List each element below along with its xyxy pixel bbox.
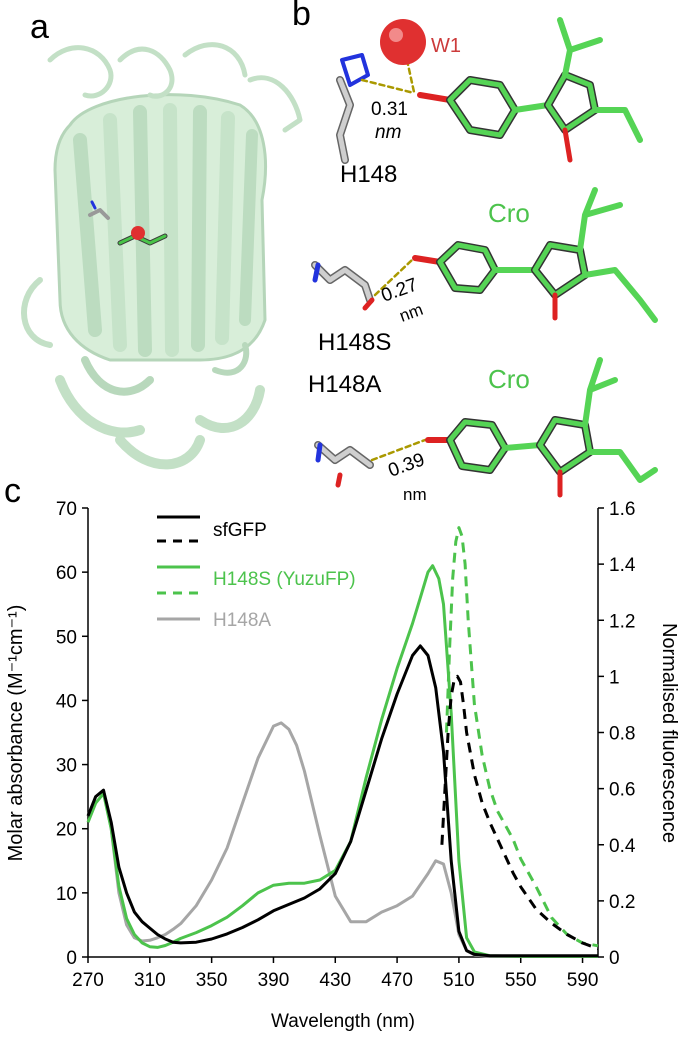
y-axis-left-title: Molar absorbance (M⁻¹cm⁻¹) bbox=[5, 605, 27, 862]
series-line-h148s_abs bbox=[86, 564, 598, 958]
distance-2-unit: nm bbox=[397, 300, 426, 326]
legend: sfGFP H148S (YuzuFP) H148A bbox=[157, 515, 356, 631]
residue-h148a-label: H148A bbox=[308, 371, 381, 398]
y-left-tick-label: 40 bbox=[56, 691, 77, 712]
x-tick-label: 390 bbox=[258, 970, 290, 991]
y-right-tick-label: 1.4 bbox=[609, 555, 636, 576]
y-axis-right-title: Normalised fluorescence bbox=[658, 623, 680, 843]
y-right-tick-label: 0.2 bbox=[609, 892, 635, 913]
distance-1-value: 0.31 bbox=[371, 99, 408, 120]
spectra-chart: 270 310 350 390 430 470 510 550 590 010203040506… bbox=[5, 499, 680, 1032]
y-right-tick-label: 0.8 bbox=[609, 724, 635, 745]
x-tick-label: 270 bbox=[72, 970, 104, 991]
y-right-tick-label: 1 bbox=[609, 667, 620, 688]
series-line-sfgfp_abs bbox=[86, 644, 598, 958]
structure-sfgfp bbox=[336, 17, 643, 164]
y-right-tick-label: 1.6 bbox=[609, 499, 635, 520]
x-tick-label: 430 bbox=[319, 970, 351, 991]
water-w1 bbox=[380, 19, 426, 65]
series-line-h148a_abs bbox=[86, 721, 598, 958]
x-tick-label: 510 bbox=[443, 970, 475, 991]
series-line-sfgfp_fl bbox=[440, 674, 599, 951]
x-tick-label: 310 bbox=[134, 970, 166, 991]
y-right-tick-label: 1.2 bbox=[609, 611, 635, 632]
y-right-tick-label: 0.6 bbox=[609, 780, 635, 801]
series-line-h148s_fl bbox=[445, 526, 599, 948]
residue-h148-label: H148 bbox=[340, 161, 397, 188]
x-tick-label: 470 bbox=[381, 970, 413, 991]
water-sphere-small bbox=[131, 226, 145, 240]
panel-b-label: b bbox=[292, 0, 311, 33]
y-left-tick-label: 0 bbox=[66, 948, 77, 969]
distance-1-unit: nm bbox=[375, 122, 401, 143]
y-right-tick-label: 0.4 bbox=[609, 836, 636, 857]
structure-h148a bbox=[314, 357, 658, 498]
y-left-tick-label: 20 bbox=[56, 820, 77, 841]
cro-label-1: Cro bbox=[488, 198, 530, 228]
cro-label-2: Cro bbox=[488, 364, 530, 394]
x-axis-title: Wavelength (nm) bbox=[271, 1011, 415, 1032]
x-tick-label: 590 bbox=[567, 970, 599, 991]
legend-h148a-label: H148A bbox=[213, 610, 271, 631]
y-left-tick-label: 50 bbox=[56, 627, 77, 648]
y-left-tick-label: 30 bbox=[56, 756, 77, 777]
legend-sfgfp-label: sfGFP bbox=[213, 520, 267, 541]
distance-3-unit: nm bbox=[403, 485, 427, 504]
y-right-tick-label: 0 bbox=[609, 948, 620, 969]
y-left-tick-label: 70 bbox=[56, 499, 77, 520]
protein-cartoon bbox=[21, 42, 303, 470]
panel-c-label: c bbox=[4, 472, 21, 510]
x-tick-label: 350 bbox=[196, 970, 228, 991]
x-tick-label: 550 bbox=[505, 970, 537, 991]
legend-h148s-label: H148S (YuzuFP) bbox=[213, 569, 356, 590]
y-left-tick-label: 60 bbox=[56, 563, 77, 584]
y-left-tick-label: 10 bbox=[56, 884, 77, 905]
w1-label: W1 bbox=[431, 35, 461, 57]
panel-a-label: a bbox=[30, 8, 49, 46]
residue-h148s-label: H148S bbox=[318, 329, 391, 356]
structure-h148s bbox=[311, 187, 658, 323]
distance-3-value: 0.39 bbox=[386, 449, 428, 481]
